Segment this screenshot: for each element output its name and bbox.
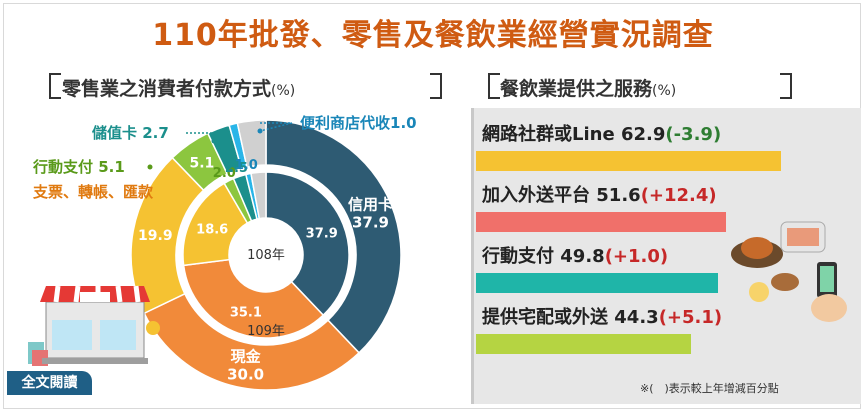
ring-label-outer: 109年 (247, 324, 285, 339)
bracket-right-2 (780, 73, 792, 99)
right-section-title-text: 餐飲業提供之服務 (500, 78, 653, 100)
service-value-0: 62.9 (620, 124, 666, 145)
slice-value-1-2: 18.6 (196, 222, 228, 237)
donut-slice-1-1 (182, 258, 325, 339)
donut-slice-0-0 (265, 119, 402, 354)
callout-label-3: 支票、轉帳、匯款 (32, 183, 154, 201)
right-section-title: 餐飲業提供之服務(%) (500, 74, 676, 101)
service-label-2: 行動支付 49.8(+1.0) (482, 242, 668, 268)
service-value-2: 49.8 (560, 246, 605, 267)
callout-label-2: 行動支付 5.1 (32, 158, 125, 176)
donut-slice-0-1 (143, 292, 361, 391)
slice-value-1-4: 2.5 (225, 161, 248, 176)
slice-value-1-3: 2.0 (213, 166, 236, 181)
food-delivery-icon (731, 221, 847, 322)
donut-slice-1-0 (265, 171, 350, 317)
bracket-right (430, 73, 442, 99)
slice-value-0-3: 5.1 (189, 156, 214, 172)
service-label-1: 加入外送平台 51.6(+12.4) (482, 181, 717, 207)
slice-value-1-0: 37.9 (306, 227, 338, 242)
service-value-1: 51.6 (596, 185, 641, 206)
service-name-0: 網路社群或Line (482, 124, 621, 145)
service-bar-1 (476, 212, 726, 232)
service-name-3: 提供宅配或外送 (482, 307, 615, 328)
service-change-1: (+12.4) (640, 185, 717, 206)
service-label-3: 提供宅配或外送 44.3(+5.1) (482, 303, 722, 329)
right-section-unit: (%) (652, 83, 677, 99)
shop-icon (28, 285, 160, 366)
service-name-1: 加入外送平台 (482, 185, 597, 206)
slice-value-0-0: 37.9 (352, 213, 389, 231)
left-section-title: 零售業之消費者付款方式(%) (62, 74, 295, 101)
left-section-unit: (%) (271, 83, 296, 99)
slice-value-1-5: 1.0 (235, 158, 258, 173)
slice-value-0-2: 19.9 (138, 228, 173, 244)
service-change-2: (+1.0) (604, 246, 669, 267)
service-value-3: 44.3 (614, 307, 659, 328)
left-section-title-text: 零售業之消費者付款方式 (62, 78, 272, 100)
donut-slice-1-6 (250, 171, 267, 220)
callout-label-1: 便利商店代收1.0 (300, 114, 417, 132)
service-name-2: 行動支付 (482, 246, 561, 267)
bracket-left-2 (488, 73, 500, 99)
service-change-0: (-3.9) (665, 124, 722, 145)
service-bar-2 (476, 273, 718, 293)
callout-dot-2 (147, 164, 153, 170)
callout-label-0: 儲值卡 2.7 (92, 124, 169, 142)
callout-dot-0 (211, 138, 217, 144)
full-text-button[interactable]: 全文閱讀 (7, 371, 92, 395)
service-bar-3 (476, 334, 691, 354)
slice-value-1-1: 35.1 (230, 306, 262, 321)
ring-label-inner: 108年 (247, 248, 285, 263)
slice-name-1: 現金 (231, 348, 262, 366)
service-bar-0 (476, 151, 781, 171)
note-text: ※( )表示較上年增減百分點 (640, 382, 779, 395)
service-label-0: 網路社群或Line 62.9(-3.9) (482, 120, 721, 146)
slice-name-0: 信用卡 (348, 195, 393, 213)
page-title: 110年批發、零售及餐飲業經營實況調查 (152, 18, 714, 53)
callout-line-1 (259, 122, 293, 132)
bracket-left (49, 73, 61, 99)
service-change-3: (+5.1) (658, 307, 723, 328)
slice-value-0-1: 30.0 (227, 366, 264, 384)
callout-dot-1 (257, 128, 263, 134)
callout-line-0 (186, 132, 215, 141)
payment-donut-chart: 信用卡37.9現金30.019.95.137.935.118.62.02.51.… (32, 114, 417, 391)
